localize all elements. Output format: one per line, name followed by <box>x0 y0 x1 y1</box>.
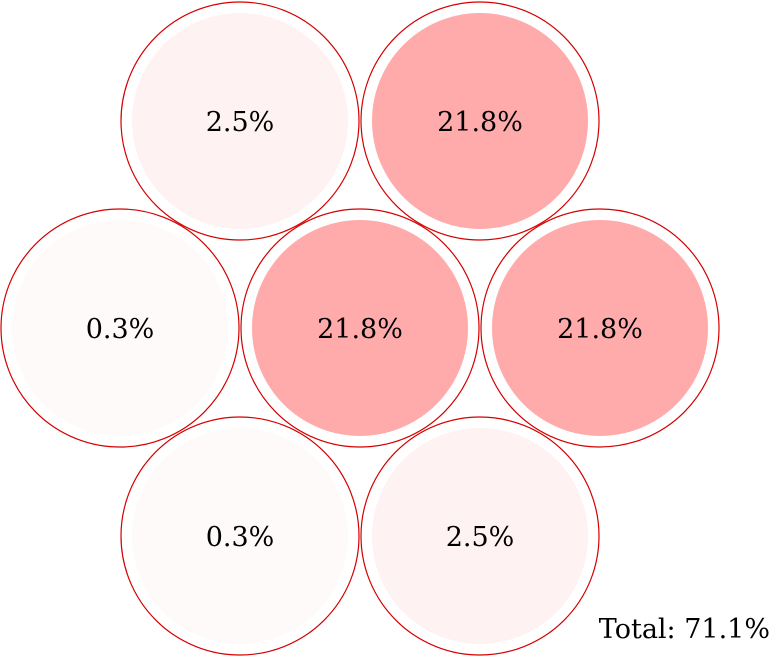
cell-ring-top-right <box>360 1 600 241</box>
cell-top-left: 2.5% <box>120 1 360 241</box>
cell-center: 21.8% <box>240 208 480 448</box>
cell-label-top-right: 21.8% <box>437 107 523 138</box>
cell-bottom-left: 0.3% <box>120 416 360 656</box>
cell-fill-center <box>252 220 468 436</box>
cell-fill-middle-right <box>492 220 708 436</box>
cell-middle-left: 0.3% <box>0 208 240 448</box>
cell-label-middle-right: 21.8% <box>557 314 643 345</box>
cell-label-middle-left: 0.3% <box>86 314 155 345</box>
cell-top-right: 21.8% <box>360 1 600 241</box>
cell-label-top-left: 2.5% <box>206 107 275 138</box>
cell-ring-bottom-left <box>120 416 360 656</box>
cell-label-center: 21.8% <box>317 314 403 345</box>
cell-fill-top-right <box>372 13 588 229</box>
cell-fill-bottom-right <box>372 428 588 644</box>
cell-ring-top-left <box>120 1 360 241</box>
cell-fill-bottom-left <box>132 428 348 644</box>
total-label: Total: 71.1% <box>599 614 770 645</box>
cell-label-bottom-left: 0.3% <box>206 522 275 553</box>
cell-fill-middle-left <box>12 220 228 436</box>
cell-middle-right: 21.8% <box>480 208 720 448</box>
cell-ring-middle-right <box>480 208 720 448</box>
cell-fill-top-left <box>132 13 348 229</box>
cell-ring-middle-left <box>0 208 240 448</box>
cell-ring-center <box>240 208 480 448</box>
cell-bottom-right: 2.5% <box>360 416 600 656</box>
cell-ring-bottom-right <box>360 416 600 656</box>
cells-layer: 2.5% 21.8% 0.3% 21.8% 21.8% 0.3% 2.5% <box>0 1 720 656</box>
cell-label-bottom-right: 2.5% <box>446 522 515 553</box>
